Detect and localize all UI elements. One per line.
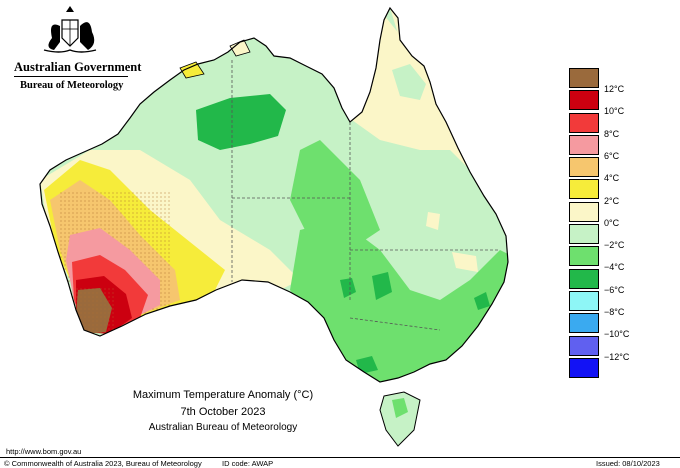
legend-swatch — [569, 179, 599, 200]
footer-divider — [0, 457, 680, 458]
copyright: © Commonwealth of Australia 2023, Bureau… — [4, 459, 202, 468]
gov-name: Australian Government — [14, 60, 142, 74]
legend-swatch — [569, 157, 599, 178]
legend-swatch — [569, 357, 599, 378]
temperature-anomaly-map — [39, 6, 509, 447]
legend-label: −4°C — [604, 262, 625, 273]
legend-swatch — [569, 246, 599, 267]
legend-label: −2°C — [604, 240, 625, 251]
legend-label: 4°C — [604, 173, 620, 184]
issued-date: Issued: 08/10/2023 — [596, 459, 660, 468]
legend-swatch — [569, 335, 599, 356]
legend-swatch — [569, 68, 599, 88]
legend-swatch — [569, 112, 599, 133]
map-title: Maximum Temperature Anomaly (°C) — [132, 389, 314, 401]
legend-label: 0°C — [604, 217, 620, 228]
map-agency: Australian Bureau of Meteorology — [148, 422, 298, 433]
legend-label: −8°C — [604, 307, 625, 317]
legend-label: 2°C — [604, 195, 620, 206]
color-legend — [569, 68, 599, 380]
legend-label: 10°C — [604, 106, 625, 117]
map-date: 7th October 2023 — [180, 406, 266, 418]
legend-swatch — [569, 224, 599, 245]
legend-label: 8°C — [604, 128, 620, 139]
legend-swatch — [569, 201, 599, 222]
legend-label: −6°C — [604, 284, 625, 295]
coat-of-arms-icon — [43, 6, 97, 53]
bureau-name: Bureau of Meteorology — [20, 80, 124, 91]
bom-url[interactable]: http://www.bom.gov.au — [6, 447, 82, 456]
legend-label: 12°C — [604, 84, 625, 94]
gov-divider — [14, 76, 128, 77]
legend-swatch — [569, 268, 599, 289]
legend-label: −12°C — [604, 351, 630, 362]
legend-label: 6°C — [604, 150, 620, 161]
legend-swatch — [569, 134, 599, 155]
legend-swatch — [569, 290, 599, 311]
legend-swatch — [569, 90, 599, 111]
id-code: ID code: AWAP — [222, 459, 274, 468]
legend-swatch — [569, 313, 599, 334]
legend-label: −10°C — [604, 329, 630, 340]
